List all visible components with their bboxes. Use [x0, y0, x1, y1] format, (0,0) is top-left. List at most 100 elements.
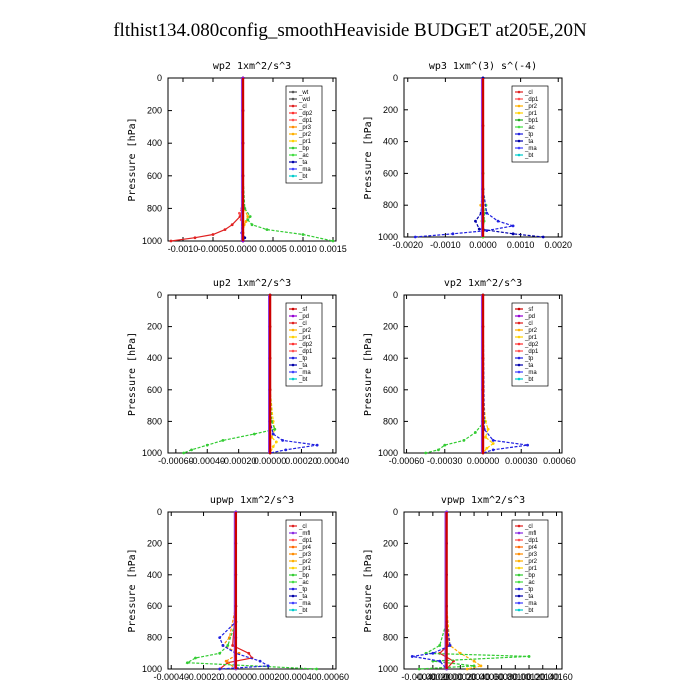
legend-marker	[291, 307, 295, 311]
legend-marker	[517, 125, 521, 129]
legend-label: _dp2	[298, 342, 313, 348]
legend-marker	[517, 594, 521, 598]
legend: _cl_dp1_pr2_pr1_bp1_ac_tp_ta_ma_bt	[511, 85, 549, 163]
legend-marker	[291, 377, 295, 381]
y-tick-label: 200	[383, 105, 398, 115]
y-axis-label: Pressure [hPa]	[127, 332, 138, 416]
x-tick-label: -0.00020	[221, 456, 257, 466]
series-point	[443, 443, 447, 447]
legend-marker	[291, 132, 295, 136]
figure-title: flthist134.080config_smoothHeaviside BUD…	[113, 20, 587, 41]
y-tick-label: 600	[147, 385, 162, 395]
series-point	[541, 235, 545, 239]
series-point	[472, 664, 476, 668]
legend-marker	[291, 146, 295, 150]
series-point	[417, 667, 421, 671]
series-point	[465, 667, 469, 671]
x-tick-label: 0.0000	[469, 240, 497, 250]
legend-marker	[517, 328, 521, 332]
legend-marker	[517, 545, 521, 549]
x-tick-label: 0.0005	[259, 244, 287, 254]
legend-label: _cl	[524, 321, 533, 327]
legend-label: _wt	[298, 90, 309, 96]
legend-label: _ac	[298, 580, 309, 586]
x-tick-label: 0.00000	[430, 672, 463, 682]
series-point	[205, 443, 209, 447]
legend-marker	[291, 118, 295, 122]
series-point	[218, 667, 222, 671]
panel-title: wp3 1xm^(3) s^(-4)	[429, 61, 537, 72]
legend-marker	[291, 552, 295, 556]
legend-label: _tp	[524, 356, 534, 362]
series-point	[315, 443, 319, 447]
series-point	[491, 438, 495, 442]
series-point	[472, 659, 476, 663]
legend-marker	[517, 111, 521, 115]
legend-label: _sf	[298, 307, 307, 313]
legend-label: _pr3	[298, 125, 312, 131]
legend-label: _pr1	[524, 335, 538, 341]
legend-label: _pr2	[524, 328, 538, 334]
x-tick-label: -0.00040	[401, 672, 437, 682]
legend-label: _bt	[524, 608, 534, 614]
series-point	[511, 224, 515, 228]
series-point	[169, 239, 173, 243]
series-point	[274, 440, 278, 444]
legend-label: _wd	[298, 97, 310, 103]
legend-label: _ac	[298, 153, 309, 159]
series-point	[271, 445, 275, 449]
legend-marker	[517, 97, 521, 101]
series-point	[218, 651, 222, 655]
legend-marker	[291, 335, 295, 339]
legend-label: _ac	[524, 580, 535, 586]
x-tick-label: -0.00040	[189, 456, 225, 466]
series-point	[281, 438, 285, 442]
y-tick-label: 0	[393, 507, 398, 517]
legend-marker	[291, 370, 295, 374]
legend-label: _tp	[524, 587, 534, 593]
y-tick-label: 0	[393, 73, 398, 83]
legend: _cl_mfl_dp1_pr4_pr3_pr2_pr1_bp_ac_tp_ta_…	[511, 519, 549, 618]
legend-label: _bp	[298, 146, 310, 152]
legend-label: _bt	[524, 153, 534, 159]
series-point	[244, 220, 248, 223]
plot-frame	[167, 294, 337, 454]
legend-label: _cl	[298, 104, 307, 110]
legend-marker	[291, 314, 295, 318]
legend-marker	[291, 538, 295, 542]
legend-label: _ma	[524, 370, 537, 376]
legend-label: _pr1	[524, 111, 538, 117]
legend-label: _bt	[298, 377, 308, 383]
legend-marker	[517, 307, 521, 311]
panel-3: up2 1xm^2/s^3 Pressure [hPa] 0 200 400 600 800…	[127, 278, 349, 466]
panel-6: vpwp 1xm^2/s^3 Pressure [hPa] 0 200 400 600 80…	[363, 495, 573, 682]
legend-marker	[517, 552, 521, 556]
x-tick-label: -0.0010	[430, 240, 461, 250]
y-tick-label: 400	[383, 570, 398, 580]
x-tick-label: -0.00060	[158, 456, 194, 466]
x-tick-label: 0.00020	[252, 672, 285, 682]
x-tick-label: -0.00030	[427, 456, 463, 466]
x-tick-label: 0.00020	[285, 456, 318, 466]
legend-marker	[291, 97, 295, 101]
y-tick-label: 0	[157, 73, 162, 83]
y-tick-label: 1000	[142, 236, 162, 246]
y-tick-label: 600	[383, 385, 398, 395]
legend-label: _ta	[524, 363, 534, 369]
y-tick-label: 600	[147, 171, 162, 181]
legend-marker	[291, 566, 295, 570]
series-point	[410, 655, 414, 658]
series-point	[485, 211, 489, 215]
legend-marker	[517, 531, 521, 535]
series-point	[284, 448, 288, 452]
y-axis-label: Pressure [hPa]	[363, 332, 374, 416]
y-axis-label: Pressure [hPa]	[127, 117, 138, 201]
legend-marker	[291, 321, 295, 325]
y-axis-label: Pressure [hPa]	[363, 548, 374, 632]
series-point	[185, 661, 189, 665]
legend-label: _tp	[298, 587, 308, 593]
legend-label: _pr2	[298, 132, 312, 138]
series-point	[223, 228, 227, 231]
series-point	[413, 235, 417, 239]
x-tick-label: 0.00060	[543, 456, 576, 466]
